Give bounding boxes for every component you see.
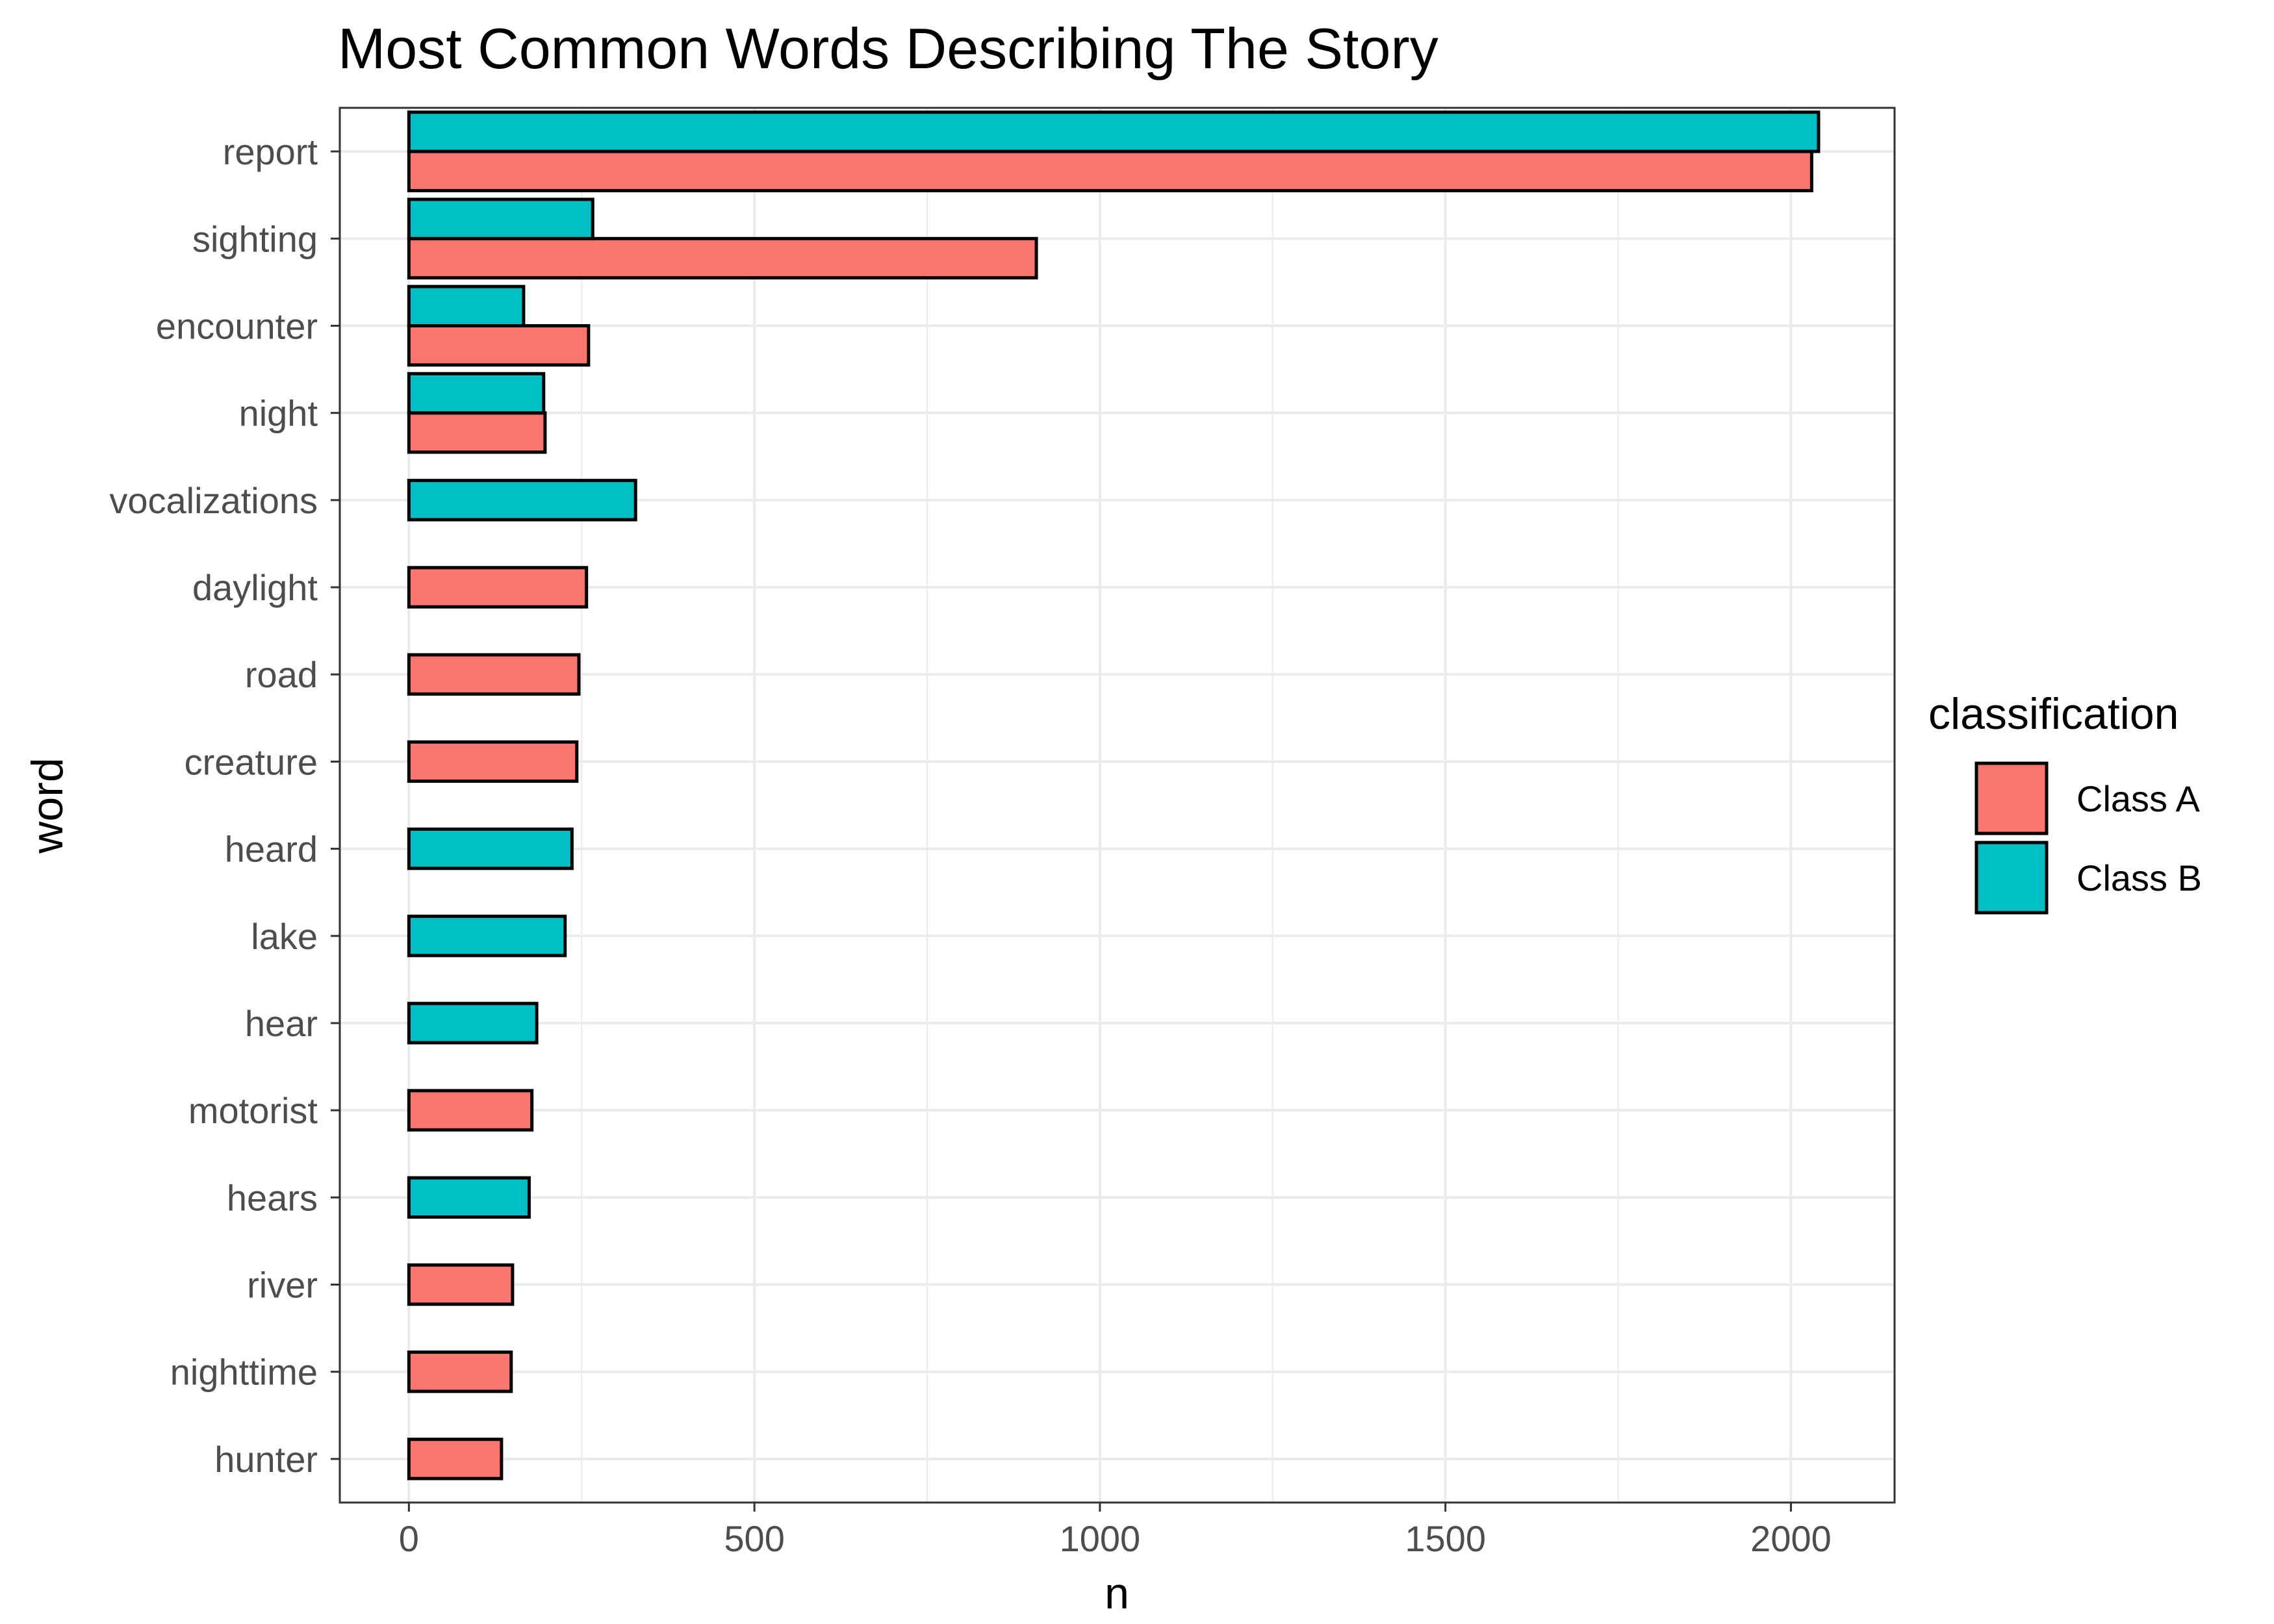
bar-lake-class-b — [407, 915, 567, 958]
y-axis: report sighting encounter night vocalization… — [109, 131, 340, 1480]
bar-sighting-class-b — [407, 197, 594, 240]
x-tick-label: 1500 — [1405, 1518, 1486, 1559]
x-axis-title: n — [1105, 1569, 1129, 1618]
x-axis: 0 500 1000 1500 2000 — [399, 1503, 1832, 1559]
x-tick-label: 1000 — [1060, 1518, 1141, 1559]
bar-report-class-b — [407, 110, 1820, 153]
legend: classification Class A Class B — [1928, 689, 2202, 915]
x-tick-label: 0 — [399, 1518, 419, 1559]
bar-encounter-class-b — [407, 285, 526, 327]
y-tick-label: creature — [185, 741, 318, 782]
bar-hears-class-b — [407, 1176, 531, 1219]
bar-vocalizations-class-b — [407, 479, 637, 522]
bar-sighting-class-a — [407, 236, 1038, 280]
legend-items: Class A Class B — [1974, 761, 2202, 915]
legend-key-class-b — [1974, 841, 2049, 915]
y-tick-label: hunter — [214, 1439, 318, 1480]
bar-daylight-class-a — [407, 566, 589, 609]
y-tick-label: night — [239, 393, 318, 434]
y-tick-label: encounter — [156, 305, 318, 346]
y-tick-label: motorist — [188, 1090, 318, 1131]
y-tick-label: heard — [225, 829, 318, 870]
legend-label: Class B — [2076, 857, 2202, 898]
bar-report-class-a — [407, 149, 1813, 192]
bars — [407, 110, 1820, 1480]
y-tick-label: sighting — [192, 218, 318, 259]
y-tick-label: hear — [245, 1003, 318, 1044]
bar-river-class-a — [407, 1263, 515, 1306]
legend-title: classification — [1928, 689, 2179, 739]
legend-key-class-a — [1974, 761, 2049, 835]
bar-encounter-class-a — [407, 324, 591, 367]
y-tick-label: vocalizations — [109, 480, 318, 521]
bar-motorist-class-a — [407, 1089, 534, 1132]
y-tick-label: nighttime — [170, 1352, 318, 1393]
y-tick-label: river — [247, 1265, 318, 1306]
x-tick-label: 500 — [724, 1518, 784, 1559]
y-tick-label: hears — [227, 1177, 318, 1218]
bar-creature-class-a — [407, 740, 579, 783]
bar-night-class-b — [407, 372, 546, 415]
legend-label: Class A — [2076, 778, 2200, 819]
grid-lines — [340, 108, 1895, 1503]
x-tick-label: 2000 — [1750, 1518, 1832, 1559]
bar-hunter-class-a — [407, 1438, 504, 1480]
y-tick-label: lake — [251, 916, 318, 957]
y-tick-label: road — [245, 654, 318, 695]
bar-heard-class-b — [407, 827, 574, 870]
bar-night-class-a — [407, 411, 547, 454]
y-axis-title: word — [23, 757, 72, 854]
plot-panel — [340, 108, 1895, 1503]
bar-nighttime-class-a — [407, 1351, 513, 1393]
bar-road-class-a — [407, 653, 581, 696]
bar-hear-class-b — [407, 1002, 539, 1045]
plot-border — [339, 107, 1896, 1504]
y-tick-label: daylight — [192, 567, 318, 608]
y-tick-label: report — [223, 131, 318, 172]
chart-title: Most Common Words Describing The Story — [338, 16, 1438, 81]
